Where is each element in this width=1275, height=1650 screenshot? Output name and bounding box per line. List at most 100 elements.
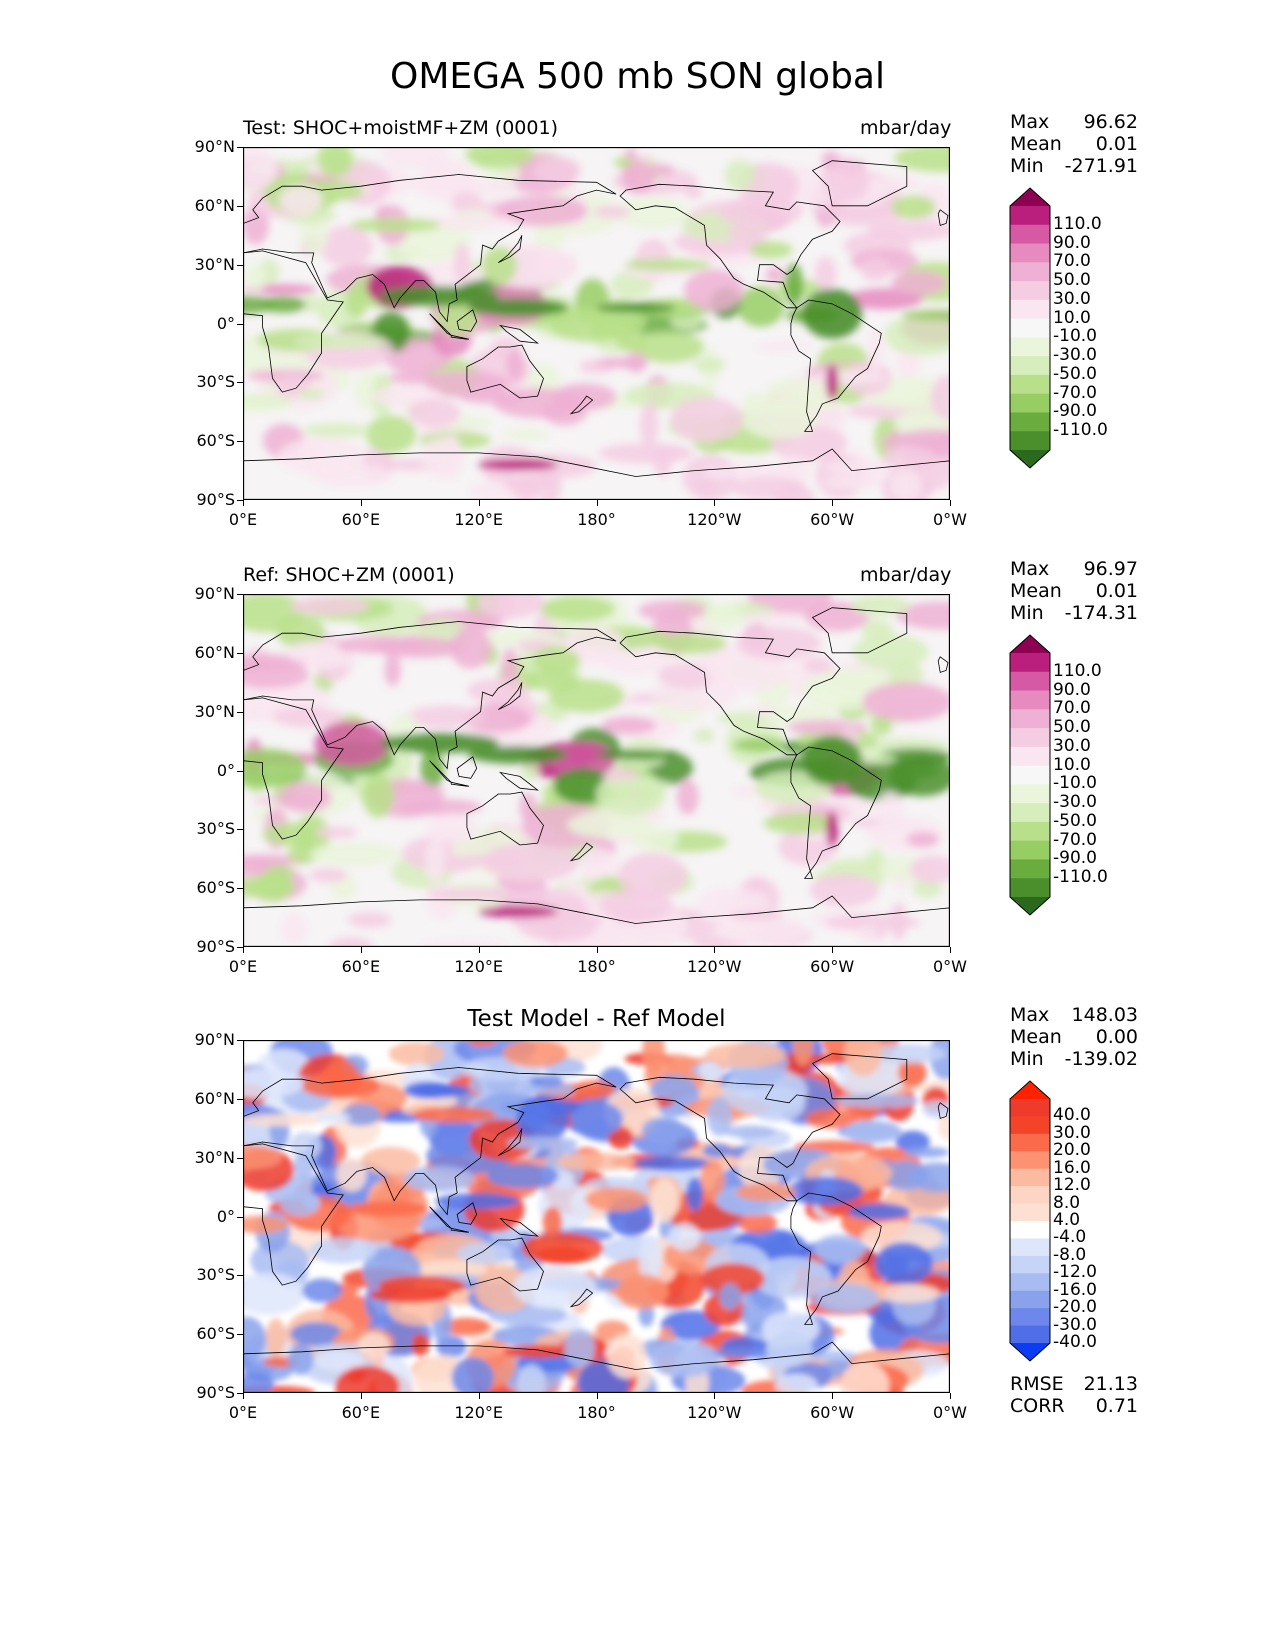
x-tick-mark (360, 1393, 362, 1399)
x-tick-mark (360, 947, 362, 953)
coastline (569, 842, 594, 862)
coastline (456, 1202, 478, 1225)
coastline (499, 771, 539, 791)
map-test (243, 147, 950, 500)
colorbar-level-label: -70.0 (1053, 829, 1097, 850)
coastline (619, 183, 841, 309)
colorbar-level-label: 30.0 (1053, 288, 1091, 309)
colorbar-level-label: 40.0 (1053, 1105, 1091, 1126)
y-tick-label: 0° (216, 313, 235, 333)
y-tick-mark (237, 382, 243, 384)
coastline (450, 1227, 469, 1233)
metric-rmse-label: RMSE (1010, 1373, 1064, 1395)
x-tick-label: 120°W (687, 510, 742, 529)
colorbar-level-label: -90.0 (1053, 848, 1097, 869)
y-tick-mark (237, 441, 243, 443)
x-tick-label: 120°E (454, 1403, 503, 1422)
x-tick-mark (950, 500, 951, 506)
coastline (498, 235, 523, 264)
map-ref (243, 594, 950, 947)
stat-max: Max 148.03 (1010, 1004, 1138, 1026)
y-tick-mark (237, 1157, 243, 1159)
coastline (569, 1288, 594, 1308)
y-tick-label: 90°S (196, 937, 235, 956)
x-tick-label: 0°E (228, 1403, 258, 1422)
stats-box: Max 96.97 Mean 0.01 Min -174.31 (1010, 558, 1138, 624)
colorbar-level-label: 10.0 (1053, 307, 1091, 328)
x-tick-label: 60°E (341, 510, 381, 529)
y-tick-mark (237, 147, 243, 148)
coastline (790, 746, 882, 879)
x-tick-mark (950, 947, 951, 953)
y-tick-mark (237, 1334, 243, 1336)
colorbar-level-label: -16.0 (1053, 1279, 1097, 1300)
y-tick-mark (237, 1216, 243, 1218)
colorbar-diff (1009, 1080, 1051, 1362)
x-tick-label: 0°E (228, 957, 258, 976)
stat-max-value: 96.97 (1083, 558, 1138, 580)
colorbar-level-label: -8.0 (1053, 1244, 1087, 1265)
y-tick-mark (237, 205, 243, 207)
x-tick-mark (596, 500, 598, 506)
colorbar-level-label: -110.0 (1053, 420, 1108, 441)
stat-mean-label: Mean (1010, 580, 1062, 602)
panel-units: mbar/day (860, 117, 952, 139)
x-tick-label: 0°E (228, 510, 258, 529)
coastline (456, 309, 478, 332)
colorbar-level-label: -30.0 (1053, 792, 1097, 813)
y-tick-label: 30°N (194, 701, 235, 721)
x-tick-label: 120°W (687, 957, 742, 976)
colorbar-level-label: 8.0 (1053, 1192, 1081, 1213)
y-tick-mark (237, 888, 243, 890)
panel-title-left: Ref: SHOC+ZM (0001) (243, 564, 455, 586)
stat-min: Min -174.31 (1010, 602, 1138, 624)
coastline (811, 1053, 908, 1100)
y-tick-label: 30°S (196, 819, 235, 839)
y-tick-mark (237, 829, 243, 831)
y-tick-label: 90°N (194, 584, 235, 603)
y-tick-mark (237, 323, 243, 325)
x-tick-label: 120°W (687, 1403, 742, 1422)
y-tick-label: 90°N (194, 1030, 235, 1049)
y-tick-label: 60°S (196, 431, 235, 451)
colorbar-level-label: -50.0 (1053, 810, 1097, 831)
y-tick-mark (237, 594, 243, 595)
coastline (937, 209, 949, 226)
coastline (243, 250, 344, 393)
y-tick-mark (237, 711, 243, 713)
stat-mean-label: Mean (1010, 1026, 1062, 1048)
x-tick-mark (714, 947, 716, 953)
y-tick-mark (237, 264, 243, 266)
x-tick-mark (243, 1393, 244, 1399)
figure-title: OMEGA 500 mb SON global (390, 56, 885, 97)
y-tick-label: 30°S (196, 372, 235, 392)
colorbar-level-label: -10.0 (1053, 326, 1097, 347)
stat-max-value: 96.62 (1083, 111, 1138, 133)
y-tick-label: 0° (216, 760, 235, 780)
colorbar-level-label: 16.0 (1053, 1157, 1091, 1178)
stat-max: Max 96.62 (1010, 111, 1138, 133)
colorbar-level-label: 10.0 (1053, 754, 1091, 775)
colorbar-level-label: 30.0 (1053, 735, 1091, 756)
y-tick-label: 0° (216, 1206, 235, 1226)
coastline (466, 344, 544, 399)
coastline (450, 781, 469, 787)
stat-max-label: Max (1010, 558, 1050, 580)
coastline (937, 656, 949, 673)
x-tick-mark (714, 500, 716, 506)
stats-box: Max 96.62 Mean 0.01 Min -271.91 (1010, 111, 1138, 177)
coastline (243, 174, 617, 323)
coastline (243, 697, 344, 840)
x-tick-label: 0°W (933, 510, 967, 529)
coastline (243, 1067, 617, 1216)
stat-max-label: Max (1010, 1004, 1050, 1026)
coastline (243, 448, 950, 500)
y-tick-label: 90°S (196, 1383, 235, 1402)
y-tick-label: 60°S (196, 1324, 235, 1344)
coastline (450, 334, 469, 340)
coastline (499, 324, 539, 344)
coastline (569, 395, 594, 415)
colorbar-ref (1009, 634, 1051, 916)
stat-min: Min -139.02 (1010, 1048, 1138, 1070)
x-tick-mark (243, 947, 244, 953)
